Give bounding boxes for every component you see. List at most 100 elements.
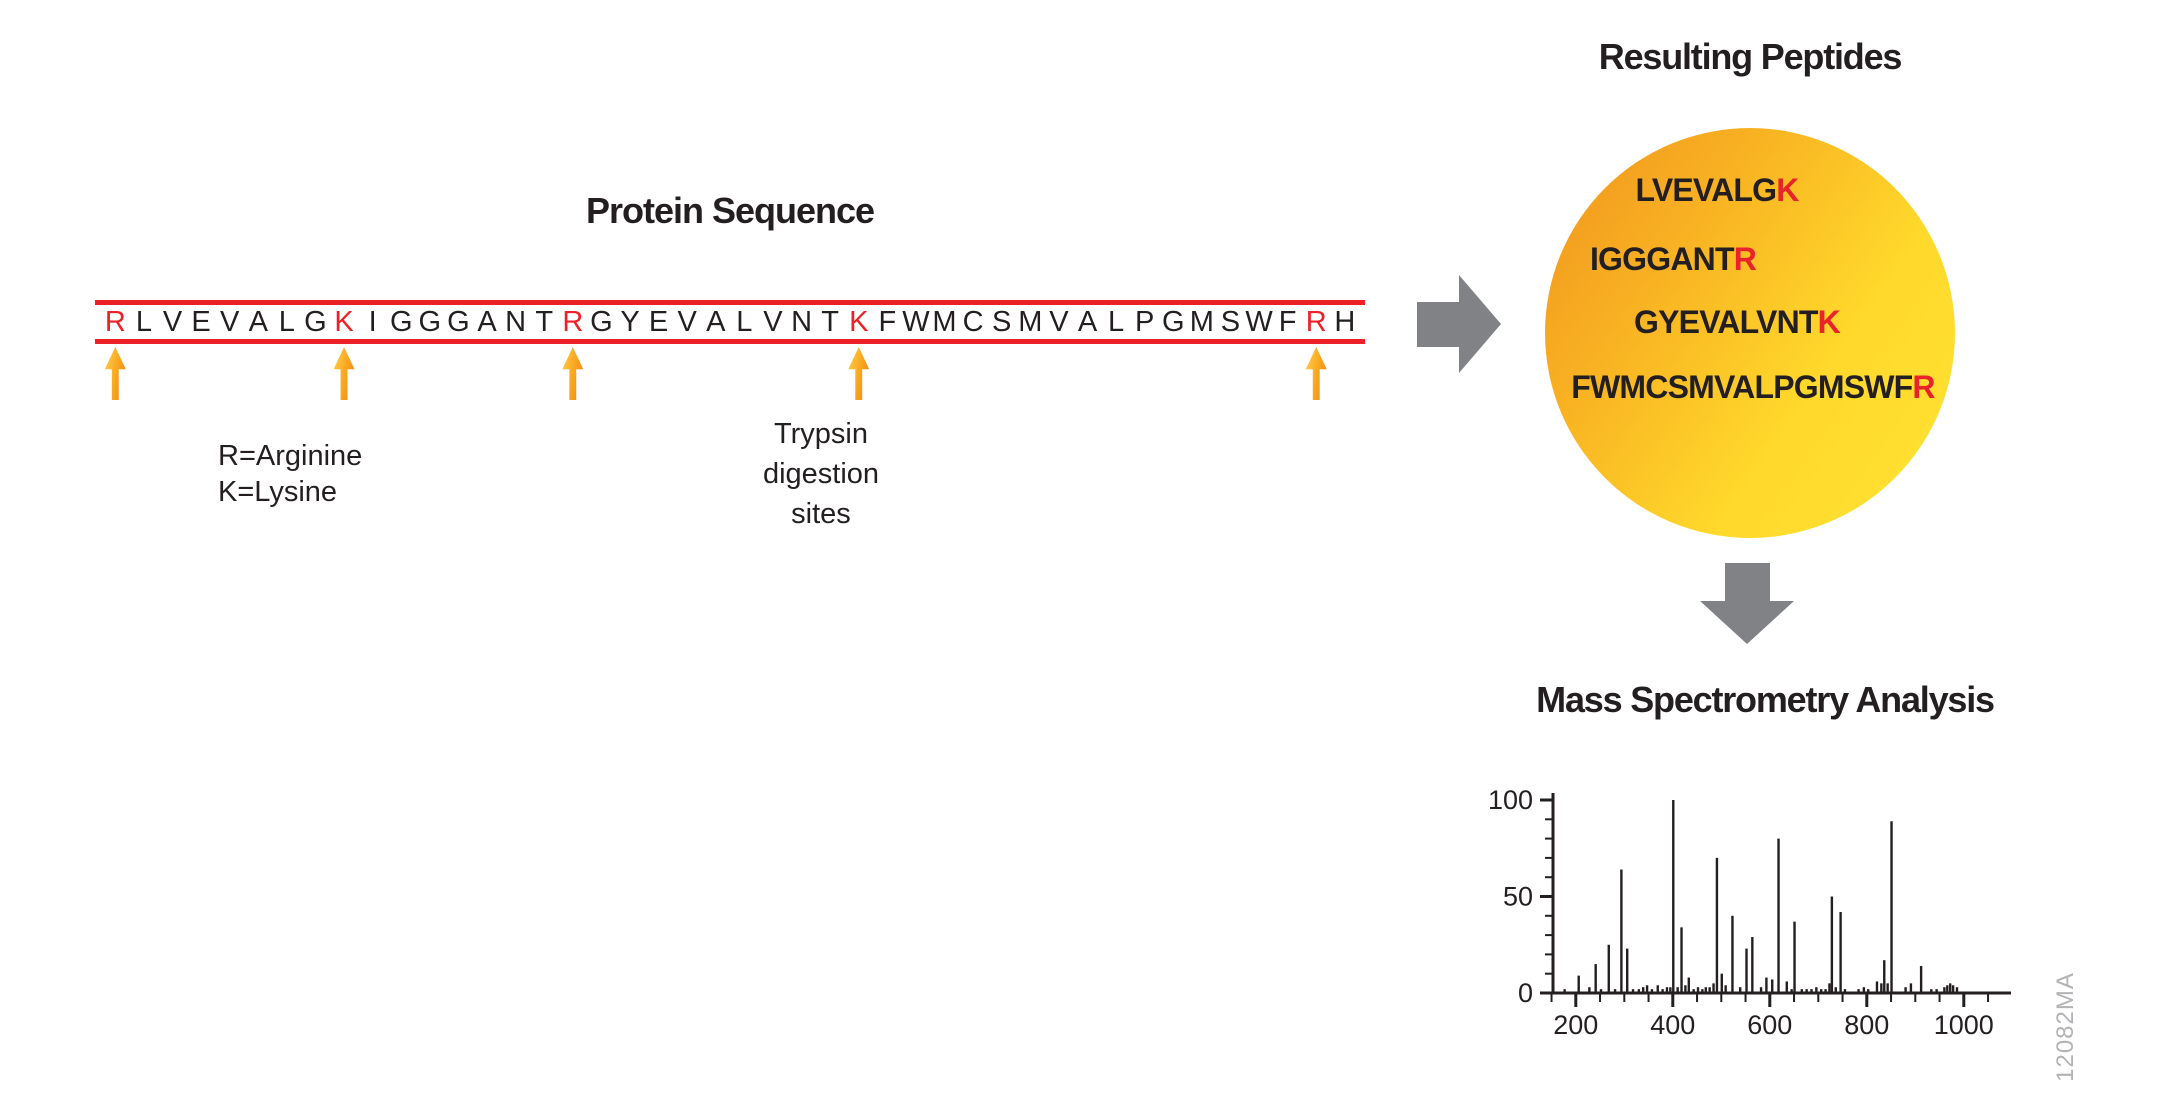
sequence-letter: L bbox=[135, 306, 152, 338]
spectrum-peaks bbox=[1563, 800, 1959, 992]
sequence-letter: F bbox=[1278, 306, 1297, 338]
sequence-letter: Y bbox=[620, 306, 640, 338]
arrow-cell bbox=[1073, 347, 1102, 402]
peptide-body: FWMCSMVALPGMSWF bbox=[1571, 369, 1913, 405]
digestion-site-arrow-icon bbox=[562, 347, 584, 400]
arrow-cell bbox=[1331, 347, 1360, 402]
arrow-cell bbox=[215, 347, 244, 402]
arrow-cell bbox=[187, 347, 216, 402]
arrow-cell bbox=[987, 347, 1016, 402]
digestion-site-arrows-row bbox=[95, 347, 1365, 402]
flow-down-arrow-icon bbox=[1700, 563, 1795, 644]
arrow-cell bbox=[1130, 347, 1159, 402]
svg-text:400: 400 bbox=[1650, 1010, 1695, 1040]
sequence-letter: M bbox=[932, 306, 957, 338]
arrow-cell bbox=[1102, 347, 1131, 402]
peptide-terminal-residue: R bbox=[1733, 241, 1757, 277]
cleavage-residue-letter: R bbox=[562, 306, 584, 338]
sequence-letter: E bbox=[648, 306, 669, 338]
arrow-cell bbox=[587, 347, 616, 402]
arrow-cell bbox=[816, 347, 845, 402]
arrow-cell bbox=[1302, 347, 1331, 402]
peptide-line: GYEVALVNTK bbox=[1532, 304, 1942, 341]
digestion-site-arrow-icon bbox=[333, 347, 355, 400]
svg-text:800: 800 bbox=[1844, 1010, 1889, 1040]
arrow-cell bbox=[673, 347, 702, 402]
mass-spectrum-chart: 0 50 100 200 400 600 800 1000 bbox=[1490, 785, 2011, 1040]
arrow-cell bbox=[530, 347, 559, 402]
svg-text:0: 0 bbox=[1518, 978, 1533, 1008]
digestion-site-arrow-icon bbox=[848, 347, 870, 400]
sequence-letter: V bbox=[220, 306, 240, 338]
peptide-body: IGGGANT bbox=[1589, 241, 1735, 277]
arrow-stem bbox=[1417, 302, 1459, 347]
sequence-letter: I bbox=[368, 306, 377, 338]
sequence-letter: L bbox=[278, 306, 295, 338]
sequence-letter: G bbox=[418, 306, 442, 338]
spectrum-tick-labels: 0 50 100 200 400 600 800 1000 bbox=[1490, 785, 1994, 1040]
sequence-rule-bottom bbox=[95, 339, 1365, 344]
arrow-cell bbox=[644, 347, 673, 402]
resulting-peptides-title: Resulting Peptides bbox=[1598, 36, 1903, 77]
arrow-cell bbox=[130, 347, 159, 402]
sequence-letter: F bbox=[878, 306, 897, 338]
peptide-body: GYEVALVNT bbox=[1634, 304, 1818, 340]
arrow-cell bbox=[330, 347, 359, 402]
peptide-terminal-residue: K bbox=[1817, 304, 1841, 340]
arrow-cell bbox=[902, 347, 931, 402]
sequence-letter: G bbox=[590, 306, 613, 338]
spectrum-ticks bbox=[1540, 798, 1990, 1007]
sequence-letter: M bbox=[1018, 306, 1043, 338]
mass-spectrometry-title: Mass Spectrometry Analysis bbox=[1536, 679, 1995, 720]
arrow-stem bbox=[1725, 563, 1770, 601]
arrow-cell bbox=[473, 347, 502, 402]
arrow-cell bbox=[1245, 347, 1274, 402]
peptide-line: IGGGANTR bbox=[1468, 241, 1878, 278]
trypsin-digestion-sites-label: Trypsin digestion sites bbox=[715, 414, 927, 534]
digestion-site-arrow-icon bbox=[1305, 347, 1327, 400]
arrow-cell bbox=[787, 347, 816, 402]
arrow-cell bbox=[930, 347, 959, 402]
sequence-letter: W bbox=[1245, 306, 1273, 338]
arrow-cell bbox=[416, 347, 445, 402]
sequence-letter: H bbox=[1334, 306, 1356, 338]
arrow-cell bbox=[1016, 347, 1045, 402]
sequence-letter: A bbox=[477, 306, 497, 338]
arrow-head bbox=[1700, 601, 1794, 644]
sequence-letter: L bbox=[736, 306, 753, 338]
arrow-cell bbox=[358, 347, 387, 402]
sequence-letter: N bbox=[791, 306, 813, 338]
peptide-terminal-residue: R bbox=[1912, 369, 1935, 405]
arrow-cell bbox=[1159, 347, 1188, 402]
svg-text:50: 50 bbox=[1503, 882, 1533, 912]
sequence-letter: V bbox=[162, 306, 183, 338]
sequence-letter: A bbox=[706, 306, 726, 338]
sequence-letter: N bbox=[505, 306, 527, 338]
peptide-body: LVEVALG bbox=[1635, 172, 1777, 208]
sequence-letter: G bbox=[1161, 306, 1185, 338]
arrow-cell bbox=[959, 347, 988, 402]
arrow-cell bbox=[273, 347, 302, 402]
arrow-cell bbox=[444, 347, 473, 402]
arrow-cell bbox=[873, 347, 902, 402]
arrow-cell bbox=[501, 347, 530, 402]
arrow-cell bbox=[244, 347, 273, 402]
svg-text:100: 100 bbox=[1490, 785, 1533, 815]
flow-right-arrow-icon bbox=[1417, 275, 1501, 373]
arrow-cell bbox=[1273, 347, 1302, 402]
arrow-cell bbox=[1188, 347, 1217, 402]
sequence-letter: G bbox=[447, 306, 470, 338]
cleavage-residue-letter: R bbox=[104, 306, 126, 338]
arrow-cell bbox=[158, 347, 187, 402]
cleavage-residue-letter: K bbox=[334, 306, 354, 338]
trypsin-label-line: digestion bbox=[762, 458, 880, 490]
sequence-letter: S bbox=[992, 306, 1012, 338]
arrow-cell bbox=[101, 347, 130, 402]
cleavage-residue-letter: R bbox=[1305, 306, 1327, 338]
arrow-cell bbox=[301, 347, 330, 402]
sequence-letter: G bbox=[304, 306, 327, 338]
svg-text:200: 200 bbox=[1553, 1010, 1598, 1040]
arrow-cell bbox=[730, 347, 759, 402]
peptide-line: FWMCSMVALPGMSWFR bbox=[1548, 369, 1958, 406]
